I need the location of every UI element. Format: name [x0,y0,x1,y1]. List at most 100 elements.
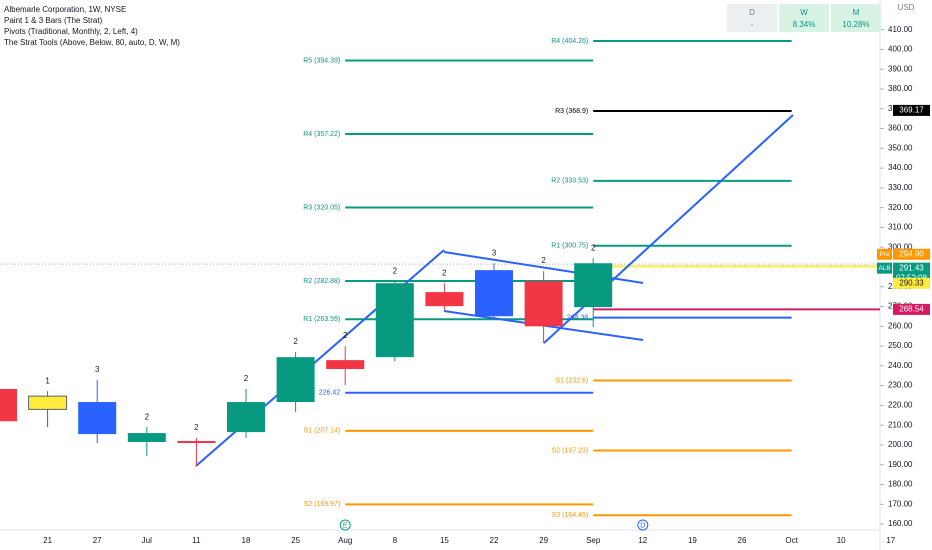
stat-box: W 8.34% [779,4,829,32]
x-tick-label: Oct [785,536,798,545]
x-tick-label: 29 [539,536,548,545]
x-tick-label: 10 [837,536,846,545]
stat-value: 8.34% [792,19,816,29]
y-tick-label: 210.00 [888,420,913,429]
strat-label: 3 [95,365,100,374]
stat-name: D [749,7,755,17]
y-tick-label: 340.00 [888,163,913,172]
y-tick-label: 320.00 [888,203,913,212]
y-tick-label: 410.00 [888,25,913,34]
x-tick-label: 26 [738,536,747,545]
title: Albemarle Corporation, 1W, NYSE [4,5,127,14]
strat-label: 2 [244,374,249,383]
strat-label: 2 [194,423,199,432]
currency: USD [898,3,915,12]
pivot-label: S3 (164.45) [552,512,589,519]
price-tag [877,248,892,260]
price-badge-time: 07:52:08 [896,273,928,282]
pivot-label: 226.42 [319,390,341,397]
y-tick-label: 240.00 [888,361,913,370]
y-tick-label: 310.00 [888,223,913,232]
pivot-label: R4 (404.26) [551,38,588,45]
event-marker [339,519,351,531]
price-badge [893,248,930,260]
pivot-layer: R5 (394.39) R4 (357.22) R3 (320.05) R2 (282… [0,38,880,519]
price-tag [877,262,892,274]
x-tick-label: 27 [93,536,102,545]
strat-label: 2 [343,331,348,340]
candle-body [227,402,265,433]
strat-label: 1 [45,376,50,385]
pivot-label: S1 (207.14) [304,428,341,435]
pivot-label: R2 (333.53) [551,178,588,185]
y-tick-label: 390.00 [888,64,913,73]
candle-body [326,360,365,370]
pivot-label: 264.38 [567,314,589,321]
candles: 1 3 2 2 2 2 2 2 2 3 2 2 [0,243,613,467]
y-tick-label: 230.00 [888,381,913,390]
pivot-label: R3 (320.05) [303,204,340,211]
price-badge-label: 369.17 [899,106,924,115]
candle-body [574,263,613,308]
indicator: Paint 1 & 3 Bars (The Strat) [4,16,103,25]
y-tick-label: 200.00 [888,440,913,449]
indicator: Pivots (Traditional, Monthly, 2, Left, 4… [4,27,138,36]
stats: D - W 8.34% M 10.28% [727,4,881,32]
event-label: E [343,522,348,529]
price-badge-label: 290.33 [899,278,924,287]
strat-label: 3 [492,248,497,257]
x-tick-label: 8 [393,536,398,545]
pivot-label: R1 (300.75) [551,243,588,250]
price-tag-label: ALB [878,265,890,272]
y-tick-label: 400.00 [888,45,913,54]
price-badge-label: 268.54 [899,305,924,314]
pivot-label: S1 (232.6) [556,377,589,384]
candle-body [78,402,117,435]
x-tick-label: 18 [242,536,251,545]
y-tick-label: 190.00 [888,460,913,469]
y-tick-label: 330.00 [888,183,913,192]
strat-label: 2 [293,337,298,346]
y-tick-label: 360.00 [888,124,913,133]
strat-label: 2 [541,256,546,265]
candle-body [28,395,68,410]
stat-box: D- [727,4,777,32]
x-tick-label: Aug [338,536,352,545]
candle-body [127,433,166,442]
x-tick-label: Jul [142,536,152,545]
candle-body [425,292,464,307]
x-tick-label: 22 [490,536,499,545]
y-tick-label: 160.00 [888,519,913,528]
candle-body [0,388,17,422]
strat-label: 2 [393,266,398,275]
y-tick-label: 260.00 [888,321,913,330]
y-tick-label: 170.00 [888,499,913,508]
x-tick-label: 11 [192,536,201,545]
event-marker [637,519,649,531]
pivot-label: R3 (368.9) [555,108,588,115]
stat-value: - [750,19,754,29]
strat-label: 2 [442,268,447,277]
strat-label: 2 [591,243,596,252]
x-tick-label: 21 [43,536,52,545]
candle-body [475,270,513,317]
y-tick-label: 220.00 [888,401,913,410]
pivot-label: R1 (263.59) [303,316,340,323]
price-badge [893,104,930,116]
pivot-label: S2 (197.23) [552,447,589,454]
pivot-label: R2 (282.88) [303,278,340,285]
pivot-label: R5 (394.39) [303,57,340,64]
pivot-label: S2 (169.97) [304,501,341,508]
x-tick-label: 17 [886,536,895,545]
stat-value: 10.28% [842,19,870,29]
y-tick-label: 350.00 [888,143,913,152]
candle-body [524,281,563,327]
price-axis: 160.00 170.00 180.00 190.00 200.00 210.00 220.… [877,25,930,528]
y-tick-label: 380.00 [888,84,913,93]
strat-label: 2 [145,412,150,421]
x-tick-label: 12 [638,536,647,545]
y-tick-label: 300.00 [888,242,913,251]
y-tick-label: 180.00 [888,480,913,489]
